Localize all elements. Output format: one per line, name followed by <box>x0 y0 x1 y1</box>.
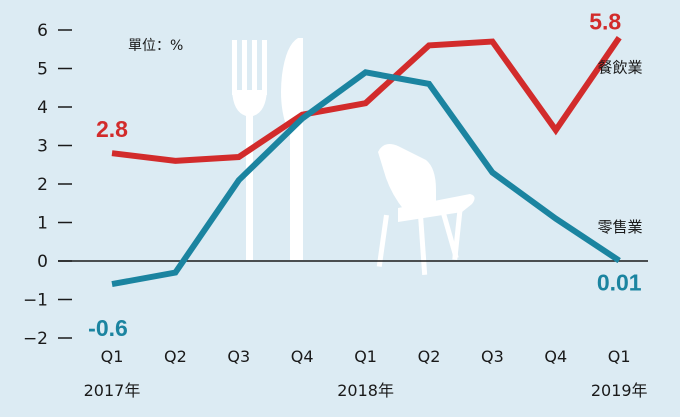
x-tick-label: Q2 <box>418 347 441 366</box>
fork-icon <box>232 40 267 260</box>
y-tick-label: 5 <box>37 60 48 80</box>
x-tick-label: Q1 <box>608 347 631 366</box>
y-tick-label: −2 <box>23 329 48 349</box>
x-tick-label: Q1 <box>101 347 124 366</box>
x-tick-label: Q1 <box>354 347 377 366</box>
data-label: 2.8 <box>96 116 128 142</box>
y-tick-label: 3 <box>37 137 48 157</box>
unit-label: 單位：% <box>128 38 183 54</box>
data-label: -0.6 <box>88 315 128 341</box>
y-tick-label: 2 <box>37 175 48 195</box>
x-tick-label: Q4 <box>544 347 567 366</box>
data-label: 0.01 <box>597 270 642 296</box>
y-tick-label: 6 <box>37 21 48 41</box>
year-label: 2019年 <box>591 381 648 400</box>
x-axis: Q1 Q2 Q3 Q4 Q1 Q2 Q3 Q4 Q1 <box>101 347 631 366</box>
series-line <box>111 36 622 164</box>
x-tick-label: Q3 <box>227 347 250 366</box>
year-label: 2018年 <box>337 381 394 400</box>
y-tick-label: 1 <box>37 214 48 234</box>
chair-icon <box>376 144 475 275</box>
x-tick-label: Q3 <box>481 347 504 366</box>
x-tick-label: Q2 <box>164 347 187 366</box>
year-label: 2017年 <box>84 381 141 400</box>
series-layer: 餐飲業 2.8 5.8 零售業 -0.6 0.01 <box>88 9 642 341</box>
series-line <box>111 69 621 288</box>
y-tick-label: −1 <box>23 291 48 311</box>
knife-icon <box>281 38 303 260</box>
y-tick-label: 0 <box>37 252 48 272</box>
y-tick-label: 4 <box>37 98 48 118</box>
year-labels: 2017年 2018年 2019年 <box>84 381 648 400</box>
series-name-label: 零售業 <box>597 218 642 236</box>
series-name-label: 餐飲業 <box>597 58 642 76</box>
y-axis: 6 5 4 3 2 1 0 −1 −2 <box>23 21 72 349</box>
x-tick-label: Q4 <box>291 347 314 366</box>
data-label: 5.8 <box>589 9 621 35</box>
